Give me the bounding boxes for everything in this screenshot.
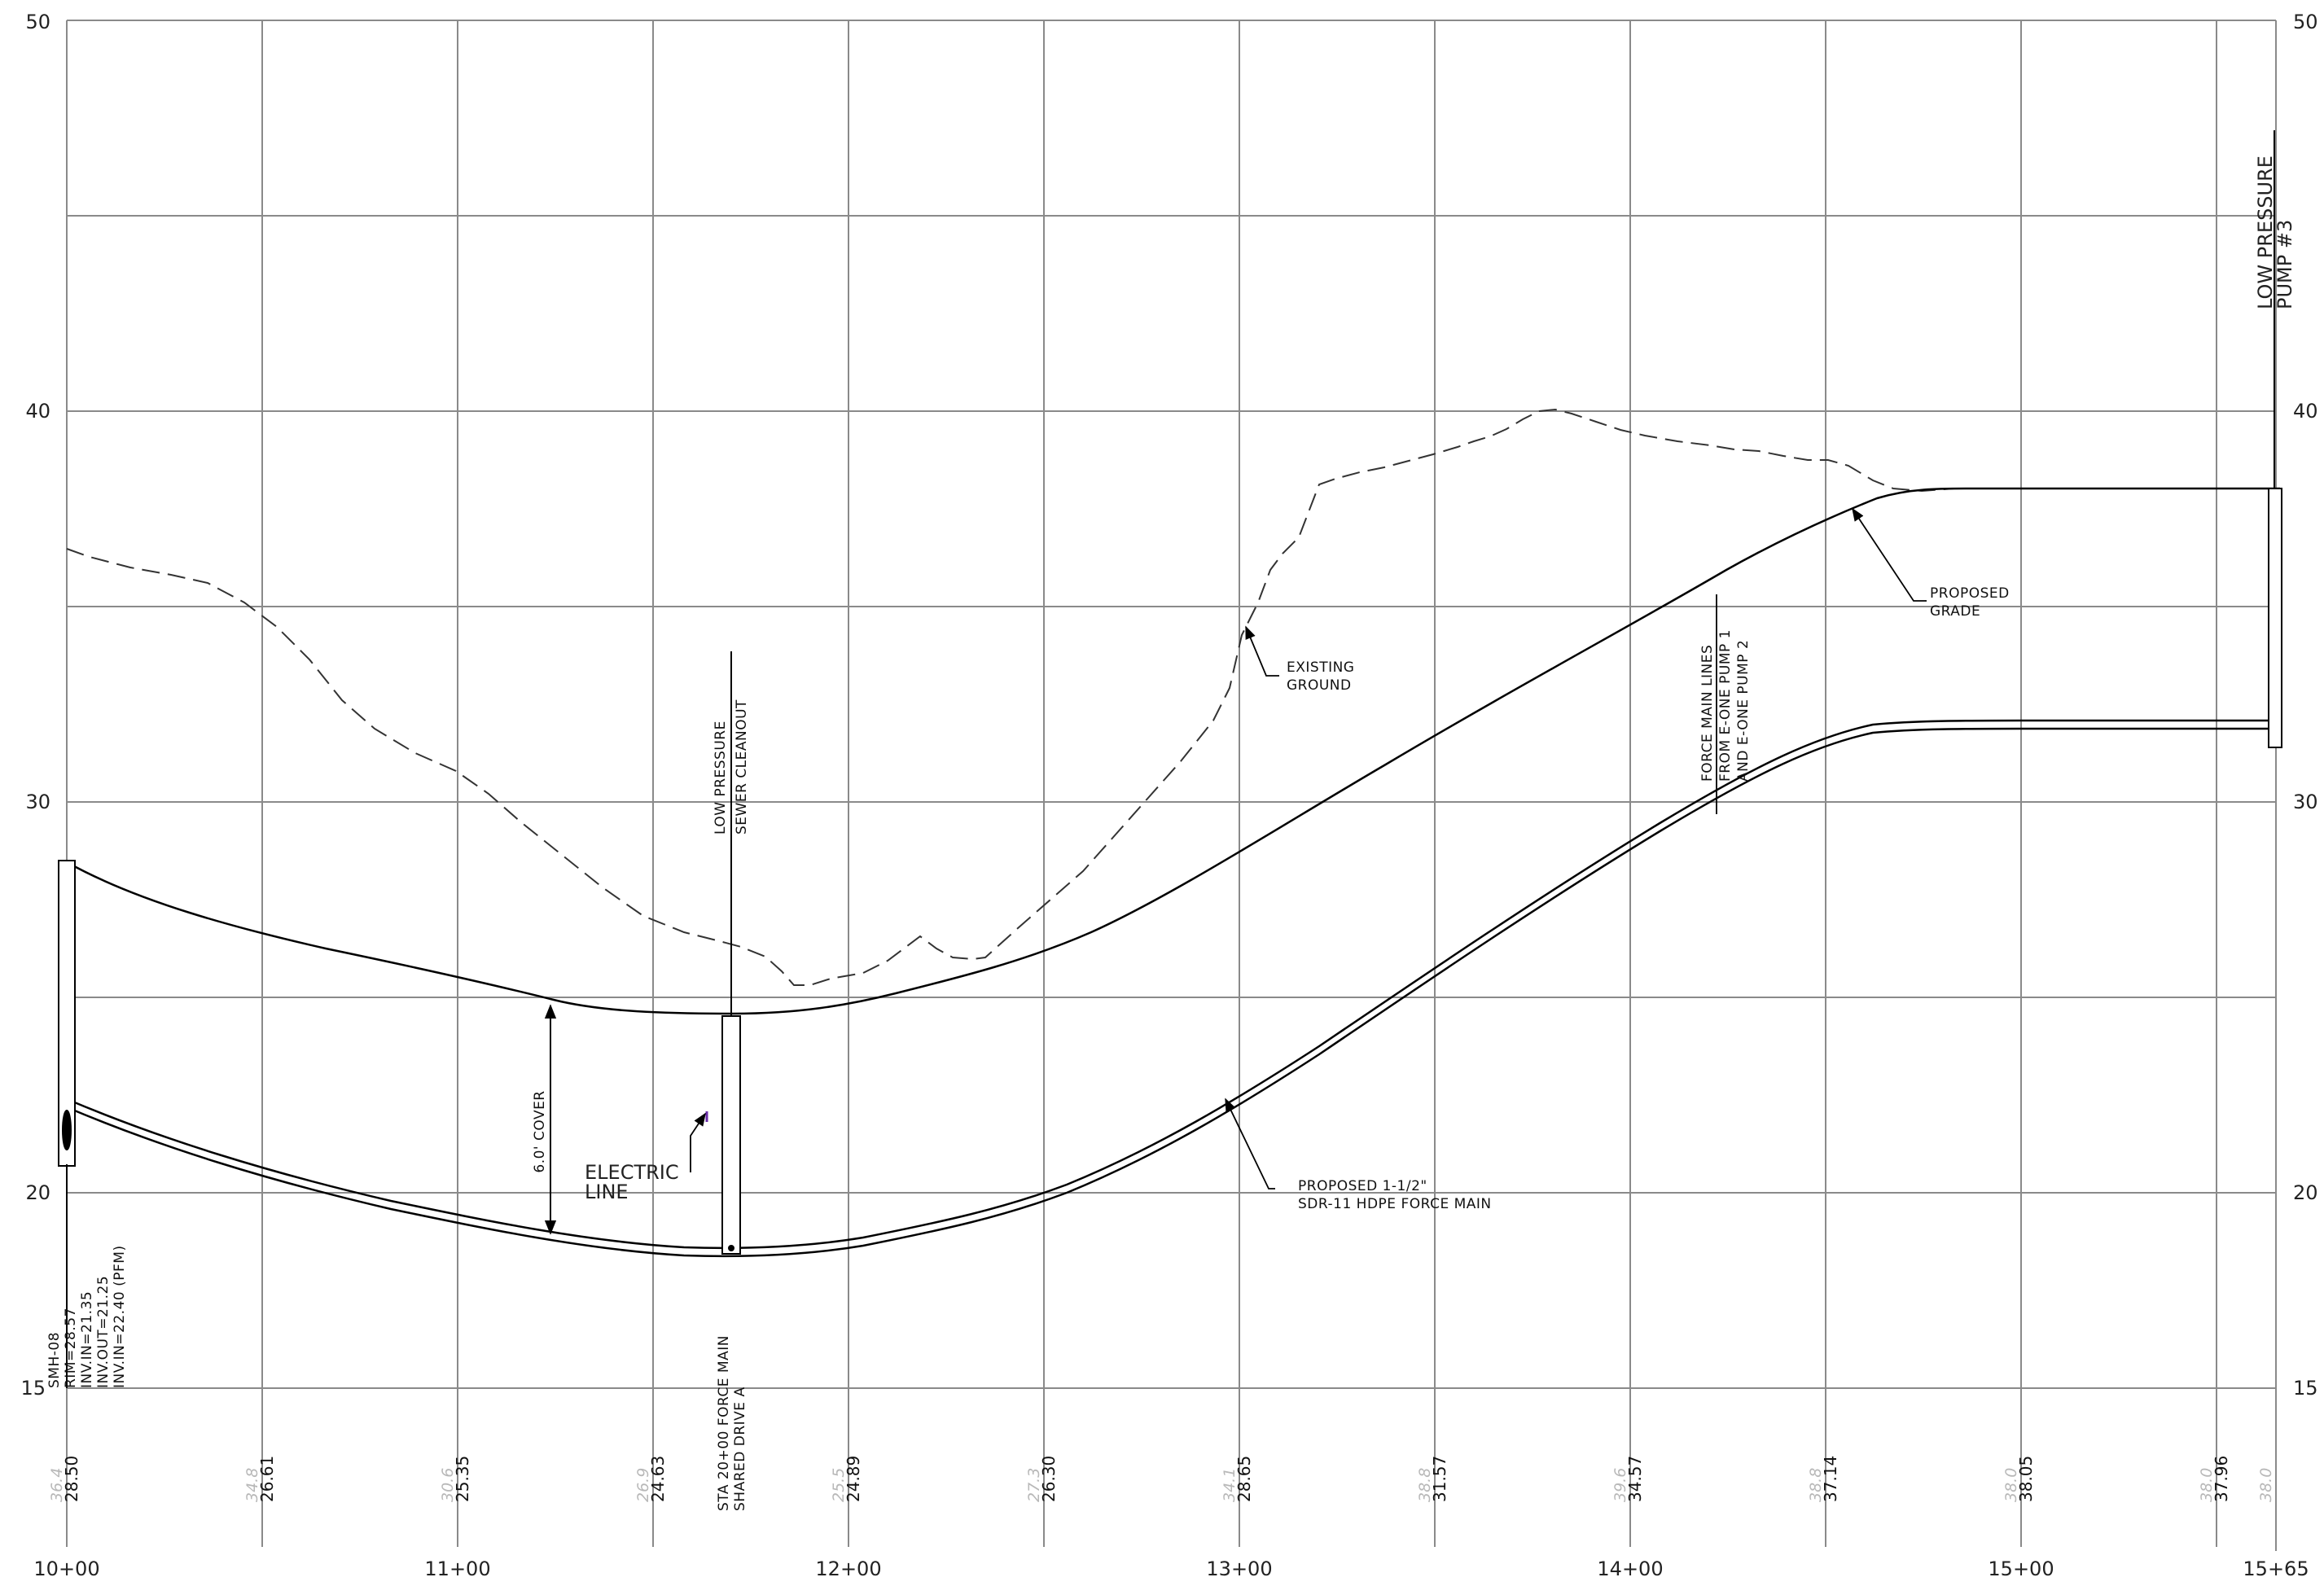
y-axis-right: 50 40 30 20 15 (2293, 11, 2318, 1400)
station-note-line-2: SHARED DRIVE A (732, 1387, 748, 1511)
existing-elevation-label: 36.4 (48, 1468, 66, 1502)
x-label-12-00: 12+00 (815, 1558, 881, 1580)
existing-elevation-label: 34.8 (243, 1468, 261, 1502)
cleanout-note-line-2: SEWER CLEANOUT (734, 699, 750, 835)
cleanout-note-line-1: LOW PRESSURE (713, 721, 729, 835)
x-label-13-00: 13+00 (1206, 1558, 1272, 1580)
proposed-elevation-label: 34.57 (1625, 1456, 1645, 1502)
x-label-10-00: 10+00 (33, 1558, 99, 1580)
profile-grid (66, 20, 2277, 1551)
sewer-cleanout-riser (721, 651, 741, 1255)
smh-note-line-4: INV.OUT=21.25 (95, 1276, 112, 1388)
proposed-elevation-label: 26.30 (1039, 1456, 1059, 1502)
existing-elevation-label: 38.0 (2198, 1468, 2216, 1502)
cleanout-note: LOW PRESSURE SEWER CLEANOUT (713, 699, 750, 835)
x-label-14-00: 14+00 (1597, 1558, 1663, 1580)
existing-note-line-2: GROUND (1287, 677, 1352, 694)
force-main-note-line-2: FROM E-ONE PUMP 1 (1717, 629, 1734, 782)
existing-elevation-label: 25.5 (830, 1468, 848, 1502)
proposed-elevation-label: 25.35 (453, 1456, 472, 1502)
x-label-15-00: 15+00 (1988, 1558, 2054, 1580)
existing-ground-line (66, 408, 2019, 986)
y-label-15-left: 15 (20, 1377, 46, 1400)
note-leaders (690, 507, 1927, 1190)
proposed-elevation-label: 28.50 (62, 1456, 81, 1502)
x-label-11-00: 11+00 (424, 1558, 490, 1580)
y-axis-left: 50 40 30 20 15 (20, 11, 50, 1400)
existing-ground-note: EXISTING GROUND (1287, 659, 1354, 694)
proposed-elevation-label: 24.89 (844, 1456, 863, 1502)
proposed-elevation-label: 37.14 (1821, 1456, 1840, 1502)
existing-note-line-1: EXISTING (1287, 659, 1354, 676)
force-main-note-line-3: AND E-ONE PUMP 2 (1735, 640, 1752, 782)
force-main-lines-note: FORCE MAIN LINES FROM E-ONE PUMP 1 AND E… (1699, 629, 1752, 782)
smh-note-line-3: INV.IN=21.35 (79, 1291, 95, 1388)
elevation-labels: 36.4 34.8 30.6 26.9 25.5 27.3 34.1 38.8 39.6 38.8… (48, 1456, 2275, 1502)
existing-elevation-label: 38.0 (2002, 1468, 2020, 1502)
proposed-elevation-label: 38.05 (2016, 1456, 2036, 1502)
pump-3-structure (2268, 130, 2282, 748)
cover-label: 6.0' COVER (532, 1090, 548, 1172)
proposed-grade-note-line-2: GRADE (1930, 603, 1980, 620)
proposed-elevation-label: 31.57 (1430, 1456, 1449, 1502)
existing-elevation-label: 38.0 (2257, 1468, 2275, 1502)
smh-note-line-5: INV.IN=22.40 (PFM) (112, 1245, 128, 1388)
x-label-15-65: 15+65 (2243, 1558, 2309, 1580)
y-label-15-right: 15 (2293, 1377, 2318, 1400)
smh-note-line-2: RIM=28.57 (63, 1308, 79, 1388)
y-label-40-left: 40 (25, 400, 50, 423)
proposed-elevation-label: 26.61 (257, 1456, 277, 1502)
y-label-40-right: 40 (2293, 400, 2318, 423)
proposed-main-note-line-1: PROPOSED 1-1/2" (1298, 1178, 1427, 1194)
pump-3-note: LOW PRESSURE PUMP #3 (2254, 156, 2296, 309)
proposed-grade-note-line-1: PROPOSED (1930, 585, 2010, 602)
station-note-line-1: STA 20+00 FORCE MAIN (716, 1335, 732, 1511)
smh-note-line-1: SMH-08 (46, 1332, 63, 1388)
existing-elevation-label: 30.6 (439, 1468, 457, 1502)
force-main-pipe-lower (66, 727, 2280, 1258)
existing-elevation-label: 34.1 (1221, 1468, 1239, 1502)
y-label-50-left: 50 (25, 11, 50, 33)
existing-elevation-label: 38.8 (1416, 1468, 1434, 1502)
y-label-30-left: 30 (25, 791, 50, 813)
y-label-20-right: 20 (2293, 1181, 2318, 1204)
y-label-50-right: 50 (2293, 11, 2318, 33)
existing-elevation-label: 26.9 (634, 1468, 652, 1502)
proposed-grade-line (66, 487, 2280, 1015)
electric-line-note: ELECTRIC LINE (585, 1161, 679, 1203)
force-main-pipe-upper (66, 719, 2280, 1250)
proposed-elevation-label: 37.96 (2212, 1456, 2231, 1502)
y-label-30-right: 30 (2293, 791, 2318, 813)
existing-elevation-label: 38.8 (1807, 1468, 1825, 1502)
proposed-main-note: PROPOSED 1-1/2" SDR-11 HDPE FORCE MAIN (1298, 1178, 1492, 1212)
electric-note-line-2: LINE (585, 1181, 629, 1203)
y-label-20-left: 20 (25, 1181, 50, 1204)
pump-note-line-1: LOW PRESSURE (2254, 156, 2277, 309)
existing-elevation-label: 27.3 (1025, 1468, 1043, 1502)
manhole-smh-08 (58, 860, 76, 1167)
station-note: STA 20+00 FORCE MAIN SHARED DRIVE A (716, 1335, 748, 1511)
x-axis: 10+00 11+00 12+00 13+00 14+00 15+00 15+6… (33, 1558, 2309, 1580)
proposed-elevation-label: 28.65 (1234, 1456, 1254, 1502)
proposed-elevation-label: 24.63 (648, 1456, 668, 1502)
smh-08-note: SMH-08 RIM=28.57 INV.IN=21.35 INV.OUT=21… (46, 1245, 128, 1388)
existing-elevation-label: 39.6 (1611, 1468, 1629, 1502)
force-main-note-line-1: FORCE MAIN LINES (1699, 645, 1716, 782)
proposed-grade-note: PROPOSED GRADE (1930, 585, 2010, 620)
pump-note-line-2: PUMP #3 (2274, 220, 2296, 309)
proposed-main-note-line-2: SDR-11 HDPE FORCE MAIN (1298, 1196, 1492, 1212)
electric-note-line-1: ELECTRIC (585, 1161, 679, 1184)
